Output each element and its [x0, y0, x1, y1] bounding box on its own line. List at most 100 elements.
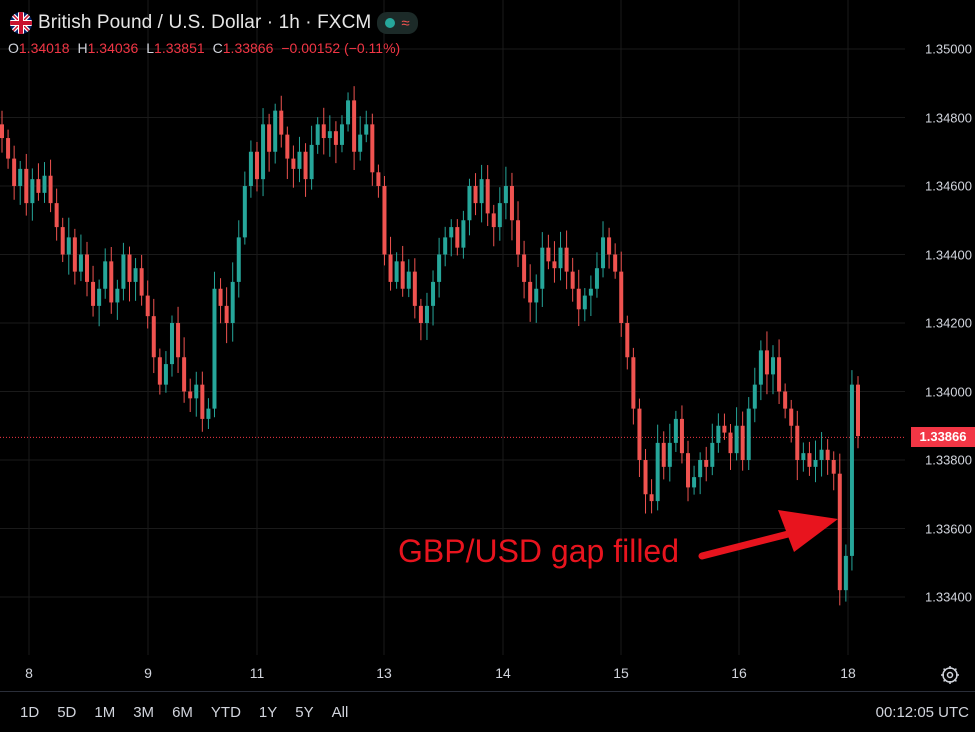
candle-body: [84, 254, 89, 282]
candle-body: [455, 227, 460, 248]
candle-body: [78, 254, 83, 272]
candle-body: [576, 288, 581, 310]
candle-body: [643, 460, 648, 495]
candle-body: [145, 295, 150, 317]
candle-body: [692, 477, 697, 488]
time-tick-label: 14: [495, 665, 511, 681]
candle-body: [813, 460, 818, 467]
candle-body: [594, 268, 599, 289]
candle-body: [431, 281, 436, 306]
candle-body: [497, 203, 502, 228]
candle-body: [831, 460, 836, 474]
candle-body: [752, 384, 757, 409]
candle-body: [807, 453, 812, 467]
candle-body: [224, 305, 229, 323]
candle-body: [6, 138, 11, 159]
settings-gear-icon[interactable]: [939, 664, 961, 686]
candle-body: [176, 323, 181, 358]
price-tick-label: 1.34000: [925, 384, 972, 399]
candle-body: [437, 254, 442, 282]
range-button-6m[interactable]: 6M: [172, 703, 193, 721]
bottom-toolbar: 1D 5D 1M 3M 6M YTD 1Y 5Y All 00:12:05 UTC: [0, 691, 975, 732]
range-button-ytd[interactable]: YTD: [210, 703, 241, 721]
candle-body: [400, 261, 405, 289]
ohlc-low: L1.33851: [146, 40, 205, 56]
time-tick-label: 11: [249, 665, 265, 681]
candle-body: [66, 237, 71, 255]
ohlc-change: −0.00152 (−0.11%): [281, 40, 401, 56]
current-price-label: 1.33866: [911, 427, 975, 448]
candle-body: [279, 110, 284, 135]
time-tick-label: 9: [144, 665, 152, 681]
ohlc-high: H1.34036: [77, 40, 139, 56]
candle-body: [157, 357, 162, 385]
candle-body: [667, 442, 672, 467]
candle-body: [837, 473, 842, 591]
candle-body: [127, 254, 132, 282]
candle-body: [631, 357, 636, 409]
candle-body: [655, 442, 660, 502]
time-tick-label: 8: [25, 665, 33, 681]
range-button-5y[interactable]: 5Y: [295, 703, 314, 721]
candle-body: [485, 179, 490, 214]
clock[interactable]: 00:12:05 UTC: [875, 704, 969, 721]
candle-body: [424, 305, 429, 323]
candle-body: [856, 384, 860, 437]
candle-body: [30, 179, 35, 204]
candle-body: [795, 425, 800, 460]
candle-body: [303, 151, 308, 180]
candle-body: [103, 261, 108, 289]
candle-body: [24, 168, 29, 204]
market-status-pill[interactable]: ≈: [377, 12, 418, 34]
price-tick-label: 1.33400: [925, 589, 972, 605]
candle-body: [819, 449, 824, 460]
ohlc-legend: O1.34018 H1.34036 L1.33851 C1.33866 −0.0…: [8, 40, 400, 56]
candle-body: [843, 555, 848, 591]
candle-body: [789, 408, 794, 426]
candle-body: [382, 186, 387, 255]
candle-body: [406, 271, 411, 289]
symbol-title[interactable]: British Pound / U.S. Dollar · 1h · FXCM: [38, 12, 372, 33]
market-open-dot-icon: [385, 18, 396, 28]
range-button-1d[interactable]: 1D: [20, 703, 40, 721]
candle-body: [321, 124, 326, 139]
candle-body: [716, 425, 721, 443]
candle-body: [509, 186, 514, 221]
candle-body: [771, 357, 776, 375]
range-button-all[interactable]: All: [331, 703, 349, 721]
candle-body: [254, 151, 259, 180]
candle-body: [109, 261, 114, 303]
candle-body: [625, 323, 630, 358]
candle-body: [346, 100, 351, 125]
candle-body: [704, 460, 709, 467]
candle-body: [394, 261, 399, 282]
range-button-1y[interactable]: 1Y: [258, 703, 278, 721]
price-tick-label: 1.34600: [925, 178, 972, 194]
wave-icon: ≈: [401, 14, 410, 32]
range-button-3m[interactable]: 3M: [133, 703, 155, 721]
price-axis[interactable]: 1.35000 1.34800 1.34600 1.34400 1.34200 1.340…: [915, 0, 975, 660]
candle-body: [503, 186, 508, 204]
candle-body: [661, 442, 666, 467]
range-button-5d[interactable]: 5D: [57, 703, 77, 721]
chart-header: British Pound / U.S. Dollar · 1h · FXCM …: [10, 8, 418, 38]
candle-body: [734, 425, 739, 454]
candle-body: [182, 357, 187, 392]
candle-body: [364, 124, 369, 135]
candle-body: [72, 237, 77, 272]
candle-body: [169, 323, 174, 365]
candle-body: [764, 350, 769, 375]
price-tick-label: 1.34800: [925, 110, 972, 125]
candle-body: [546, 247, 551, 262]
candle-body: [722, 425, 727, 433]
candle-body: [370, 124, 375, 173]
candle-body: [728, 432, 733, 454]
candle-body: [801, 453, 806, 460]
candle-body: [91, 281, 96, 306]
candle-body: [230, 281, 235, 323]
time-tick-label: 18: [840, 665, 856, 681]
candle-body: [758, 350, 763, 385]
ohlc-close: C1.33866: [212, 40, 274, 56]
range-button-1m[interactable]: 1M: [94, 703, 116, 721]
